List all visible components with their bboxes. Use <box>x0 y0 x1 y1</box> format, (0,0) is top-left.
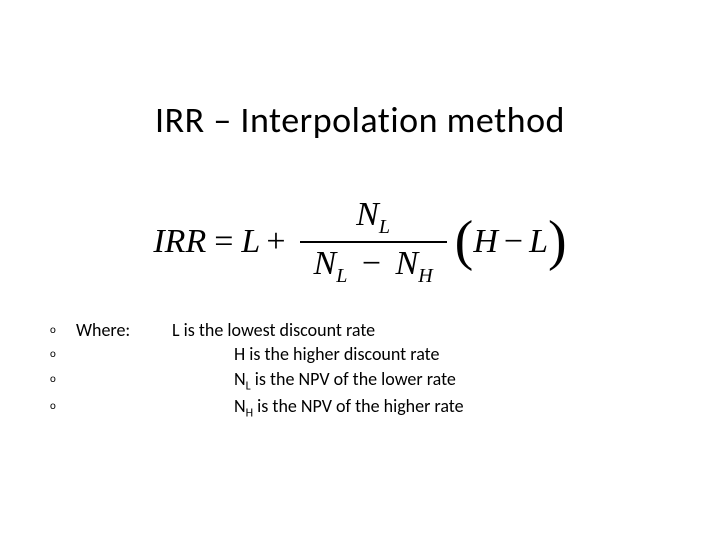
den-left-var: N <box>314 245 337 282</box>
paren-right: L <box>529 223 548 261</box>
bullet-icon: o <box>50 367 76 391</box>
def3-var: N <box>234 368 246 390</box>
bullet-icon: o <box>50 342 76 366</box>
def-line-3: NL is the NPV of the lower rate <box>172 367 464 395</box>
def4-text: is the NPV of the higher rate <box>253 395 463 417</box>
paren-left: H <box>473 223 498 261</box>
list-item: o H is the higher discount rate <box>50 342 464 366</box>
def-line-1: L is the lowest discount rate <box>172 318 464 342</box>
equals-sign: = <box>214 223 233 261</box>
slide-title: IRR – Interpolation method <box>0 98 720 142</box>
def4-var: N <box>234 395 246 417</box>
formula-base: L <box>241 223 260 261</box>
minus-sign-2: − <box>504 223 523 261</box>
list-item: o Where: L is the lowest discount rate <box>50 318 464 342</box>
list-item: o NL is the NPV of the lower rate <box>50 367 464 395</box>
minus-sign: − <box>362 245 381 282</box>
fraction-denominator: NL − NH <box>300 241 447 288</box>
num-sub: L <box>379 216 390 238</box>
where-label: Where: <box>76 318 172 342</box>
bullet-icon: o <box>50 318 76 342</box>
den-left-sub: L <box>336 265 347 287</box>
den-right-var: N <box>396 245 419 282</box>
formula-lhs: IRR <box>153 223 206 261</box>
formula-fraction: NL NL − NH <box>300 196 447 288</box>
def4-sub: H <box>246 407 253 421</box>
definitions-list: o Where: L is the lowest discount rate o… <box>50 318 464 422</box>
num-var: N <box>356 196 379 233</box>
def3-text: is the NPV of the lower rate <box>251 368 456 390</box>
den-right-sub: H <box>418 265 432 287</box>
def-line-4: NH is the NPV of the higher rate <box>172 394 464 422</box>
list-item: o NH is the NPV of the higher rate <box>50 394 464 422</box>
fraction-numerator: NL <box>342 196 404 241</box>
def-line-2: H is the higher discount rate <box>172 342 464 366</box>
bullet-icon: o <box>50 394 76 418</box>
irr-formula: IRR = L + NL NL − NH ( H − L ) <box>0 196 720 288</box>
plus-sign: + <box>266 223 285 261</box>
